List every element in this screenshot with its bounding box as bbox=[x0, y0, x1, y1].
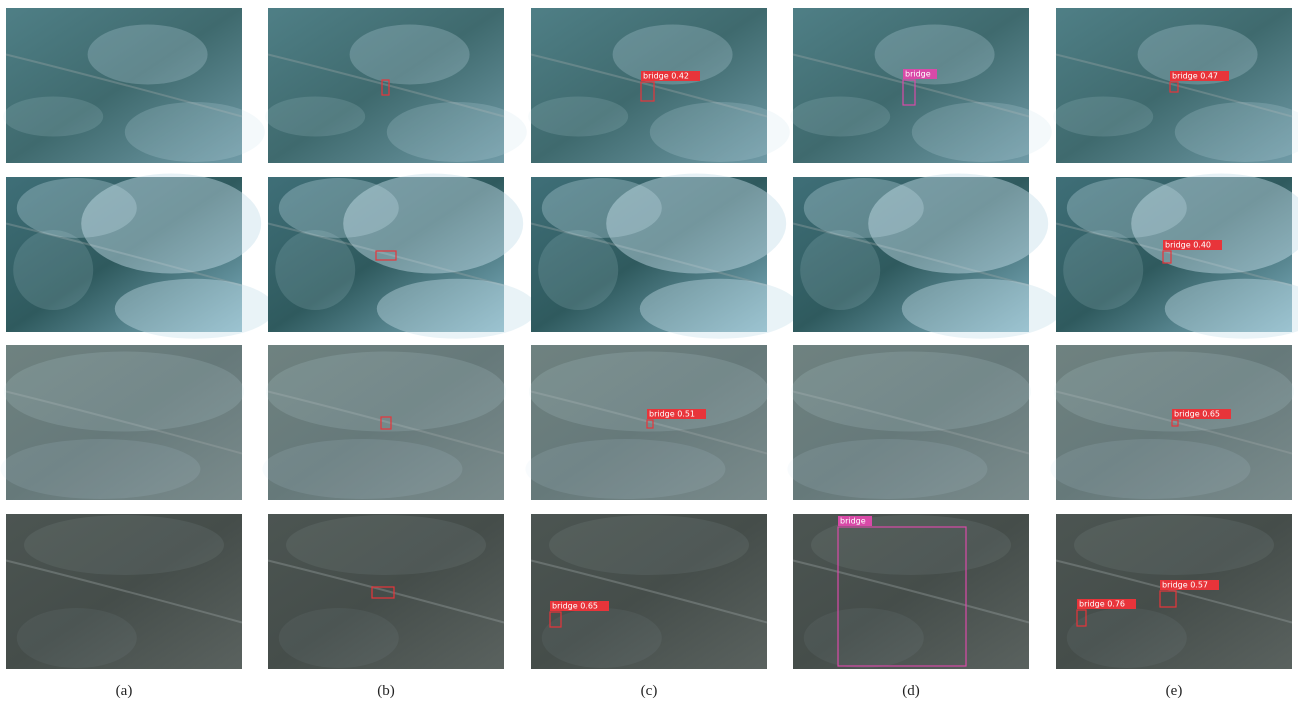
cloud bbox=[787, 439, 987, 499]
cloud bbox=[275, 230, 355, 310]
image-tile bbox=[793, 174, 1062, 339]
cloud bbox=[17, 608, 137, 668]
image-tile bbox=[790, 8, 1052, 163]
detection-label: bridge 0.42 bbox=[643, 72, 689, 81]
image-tile bbox=[0, 345, 244, 500]
detection-label: bridge bbox=[905, 70, 931, 79]
caption: (b) bbox=[377, 683, 395, 699]
cloud bbox=[262, 439, 462, 499]
cloud bbox=[1053, 97, 1153, 137]
cloud bbox=[17, 178, 137, 238]
image-tile bbox=[787, 345, 1031, 500]
cloud bbox=[804, 608, 924, 668]
image-tile bbox=[531, 174, 800, 339]
cloud bbox=[791, 352, 1031, 432]
image-tile bbox=[531, 514, 767, 669]
image-tile bbox=[265, 8, 527, 163]
cloud bbox=[1067, 608, 1187, 668]
cloud bbox=[286, 515, 486, 575]
cloud bbox=[650, 102, 790, 162]
cloud bbox=[350, 25, 470, 85]
cloud bbox=[1067, 178, 1187, 238]
cloud bbox=[1074, 515, 1274, 575]
caption: (c) bbox=[641, 683, 658, 699]
image-tile bbox=[528, 8, 790, 163]
detection-label: bridge 0.51 bbox=[649, 410, 695, 419]
image-tile bbox=[268, 514, 504, 669]
image-tile bbox=[262, 345, 506, 500]
cloud bbox=[902, 279, 1062, 339]
cloud bbox=[13, 230, 93, 310]
cloud bbox=[800, 230, 880, 310]
cloud bbox=[549, 515, 749, 575]
detection-label: bridge 0.65 bbox=[1174, 410, 1220, 419]
cloud bbox=[125, 102, 265, 162]
cloud bbox=[528, 97, 628, 137]
figure: bridge 0.42 bridge bridge 0.47 bridge 0.40 b… bbox=[0, 0, 1298, 710]
detection-label: bridge 0.57 bbox=[1162, 581, 1208, 590]
image-tile bbox=[1053, 8, 1298, 163]
cloud bbox=[640, 279, 800, 339]
detection-label: bridge bbox=[840, 517, 866, 526]
detection-label: bridge 0.40 bbox=[1165, 241, 1211, 250]
cloud bbox=[266, 352, 506, 432]
cloud bbox=[377, 279, 537, 339]
cloud bbox=[542, 178, 662, 238]
cloud bbox=[4, 352, 244, 432]
cloud bbox=[88, 25, 208, 85]
cloud bbox=[279, 178, 399, 238]
cloud bbox=[804, 178, 924, 238]
cloud bbox=[279, 608, 399, 668]
detection-label: bridge 0.65 bbox=[552, 602, 598, 611]
cloud bbox=[912, 102, 1052, 162]
detection-label: bridge 0.47 bbox=[1172, 72, 1218, 81]
cloud bbox=[538, 230, 618, 310]
detection-label: bridge 0.76 bbox=[1079, 600, 1125, 609]
image-tile bbox=[6, 514, 242, 669]
image-tile bbox=[3, 8, 265, 163]
image-tile bbox=[268, 174, 537, 339]
image-tile bbox=[793, 514, 1029, 669]
cloud bbox=[542, 608, 662, 668]
cloud bbox=[265, 97, 365, 137]
cloud bbox=[1050, 439, 1250, 499]
cloud bbox=[387, 102, 527, 162]
caption: (a) bbox=[116, 683, 133, 699]
cloud bbox=[1063, 230, 1143, 310]
image-tile bbox=[1056, 174, 1298, 339]
cloud bbox=[115, 279, 275, 339]
cloud bbox=[0, 439, 200, 499]
cloud bbox=[24, 515, 224, 575]
cloud bbox=[3, 97, 103, 137]
cloud bbox=[525, 439, 725, 499]
caption: (e) bbox=[1166, 683, 1183, 699]
cloud bbox=[790, 97, 890, 137]
image-tile bbox=[6, 174, 275, 339]
caption: (d) bbox=[902, 683, 920, 699]
